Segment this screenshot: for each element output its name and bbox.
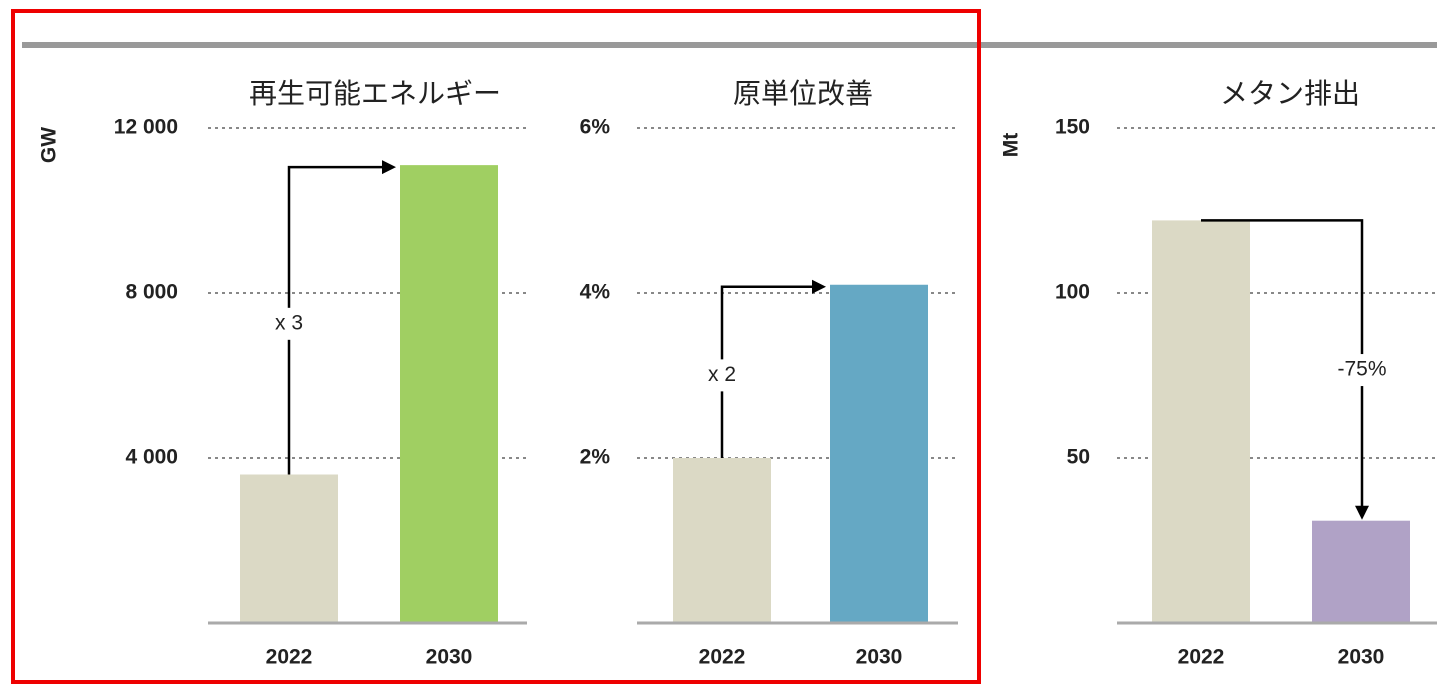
y-tick-label: 50 xyxy=(1067,446,1090,469)
chart-title: メタン排出 xyxy=(1220,77,1360,110)
change-arrow xyxy=(287,165,384,475)
y-tick-label: 6% xyxy=(580,116,611,139)
y-axis-label: GW xyxy=(38,127,61,163)
y-tick-label: 150 xyxy=(1055,116,1090,139)
annotation: x 2 xyxy=(708,363,736,386)
y-tick-label: 4 000 xyxy=(125,446,178,469)
bar xyxy=(240,474,338,623)
arrow-head xyxy=(812,279,826,294)
y-axis-label: Mt xyxy=(1000,133,1023,158)
arrow-head xyxy=(382,160,396,175)
x-tick-label: 2022 xyxy=(1178,646,1225,669)
arrow-head xyxy=(1355,505,1369,520)
annotation: -75% xyxy=(1337,358,1386,381)
annotation-bg xyxy=(257,307,321,340)
y-tick-label: 4% xyxy=(580,281,611,304)
x-tick-label: 2030 xyxy=(1338,646,1385,669)
y-tick-label: 2% xyxy=(580,446,611,469)
change-arrow xyxy=(1201,219,1364,508)
annotation: x 3 xyxy=(275,311,303,334)
x-tick-label: 2022 xyxy=(266,646,313,669)
bar xyxy=(673,458,771,623)
chart-title: 再生可能エネルギー xyxy=(249,77,501,110)
y-tick-label: 12 000 xyxy=(114,116,178,139)
x-tick-label: 2030 xyxy=(426,646,473,669)
annotation-bg xyxy=(690,359,754,392)
chart-title: 原単位改善 xyxy=(733,77,873,110)
y-tick-label: 8 000 xyxy=(125,281,178,304)
y-tick-label: 100 xyxy=(1055,281,1090,304)
bar xyxy=(1312,520,1410,623)
annotation-bg xyxy=(1330,354,1394,387)
change-arrow xyxy=(720,285,814,458)
x-tick-label: 2030 xyxy=(856,646,903,669)
bar xyxy=(1152,220,1250,623)
bar xyxy=(830,284,928,623)
bar xyxy=(400,165,498,623)
x-tick-label: 2022 xyxy=(699,646,746,669)
highlight-box xyxy=(11,9,981,684)
